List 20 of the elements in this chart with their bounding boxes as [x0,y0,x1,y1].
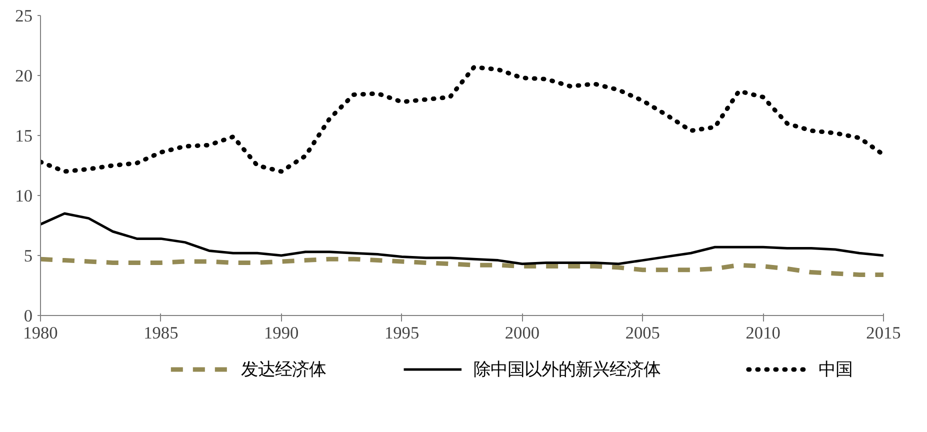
legend-label: 除中国以外的新兴经济体 [474,360,661,379]
legend-label: 发达经济体 [240,360,326,379]
y-tick-label: 5 [24,246,33,266]
line-series [40,64,884,174]
line-series [40,212,884,266]
x-tick-label: 2000 [504,324,540,342]
x-tick-label: 1985 [144,324,178,342]
x-tick-label: 2015 [866,324,901,342]
x-tick-label: 1990 [264,324,299,342]
y-tick-label: 0 [24,306,33,326]
y-tick-label: 20 [15,66,32,86]
y-tick-label: 25 [15,6,32,26]
legend-label: 中国 [818,360,852,379]
x-tick-label: 1980 [23,324,58,342]
x-tick-label: 2010 [746,324,780,342]
x-tick-label: 1995 [384,324,420,342]
x-tick-label: 2005 [625,324,660,342]
y-tick-label: 15 [15,126,32,146]
line-series [40,256,884,277]
y-tick-label: 10 [15,186,32,206]
